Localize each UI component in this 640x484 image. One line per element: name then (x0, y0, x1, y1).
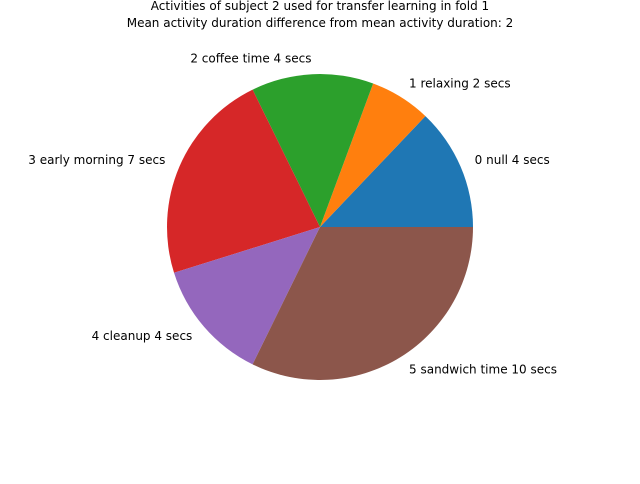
pie-slice-1 (320, 83, 426, 228)
pie-label-2: 2 coffee time 4 secs (190, 51, 311, 65)
pie-label-3: 3 early morning 7 secs (28, 153, 165, 167)
pie-label-5: 5 sandwich time 10 secs (409, 362, 557, 376)
pie-slice-0 (320, 116, 473, 227)
chart-title-line-2: Mean activity duration difference from m… (127, 16, 514, 30)
pie-labels: 0 null 4 secs 1 relaxing 2 secs 2 coffee t… (28, 51, 557, 376)
pie-label-0: 0 null 4 secs (475, 153, 550, 167)
pie-slice-5 (252, 227, 473, 380)
pie-slices (167, 73, 473, 380)
pie-slice-4 (174, 227, 320, 365)
pie-slice-3 (167, 89, 320, 273)
pie-slice-2 (252, 73, 374, 227)
pie-label-1: 1 relaxing 2 secs (409, 77, 511, 91)
chart-title-line-1: Activities of subject 2 used for transfe… (151, 0, 489, 13)
pie-label-4: 4 cleanup 4 secs (92, 329, 193, 343)
